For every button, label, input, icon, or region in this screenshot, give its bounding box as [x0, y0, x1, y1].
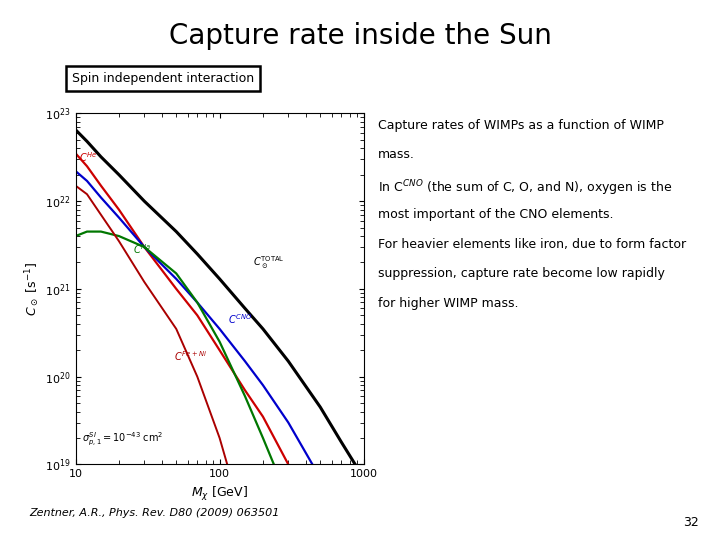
Text: $C^{Fe+Ni}$: $C^{Fe+Ni}$ [174, 349, 207, 363]
Text: $C^{Na}$: $C^{Na}$ [133, 242, 151, 256]
Text: $\sigma_{p,1}^{SI}=10^{-43}$ cm$^2$: $\sigma_{p,1}^{SI}=10^{-43}$ cm$^2$ [81, 430, 163, 448]
Text: $C^{CNO}$: $C^{CNO}$ [228, 312, 253, 326]
Text: 32: 32 [683, 516, 698, 529]
Text: $C_\odot^{\rm TOTAL}$: $C_\odot^{\rm TOTAL}$ [253, 255, 284, 272]
Text: Capture rates of WIMPs as a function of WIMP: Capture rates of WIMPs as a function of … [378, 119, 664, 132]
Text: mass.: mass. [378, 148, 415, 161]
Text: for higher WIMP mass.: for higher WIMP mass. [378, 297, 518, 310]
Text: In C$^{CNO}$ (the sum of C, O, and N), oxygen is the: In C$^{CNO}$ (the sum of C, O, and N), o… [378, 178, 672, 198]
Text: $C^{He}$: $C^{He}$ [78, 150, 97, 164]
Text: Spin independent interaction: Spin independent interaction [72, 72, 254, 85]
Text: Capture rate inside the Sun: Capture rate inside the Sun [168, 22, 552, 50]
Text: suppression, capture rate become low rapidly: suppression, capture rate become low rap… [378, 267, 665, 280]
Text: Zentner, A.R., Phys. Rev. D80 (2009) 063501: Zentner, A.R., Phys. Rev. D80 (2009) 063… [29, 508, 279, 518]
Y-axis label: $C_\odot$ [s$^{-1}$]: $C_\odot$ [s$^{-1}$] [24, 262, 42, 316]
X-axis label: $M_\chi$ [GeV]: $M_\chi$ [GeV] [191, 485, 248, 503]
Text: For heavier elements like iron, due to form factor: For heavier elements like iron, due to f… [378, 238, 686, 251]
Text: most important of the CNO elements.: most important of the CNO elements. [378, 208, 613, 221]
